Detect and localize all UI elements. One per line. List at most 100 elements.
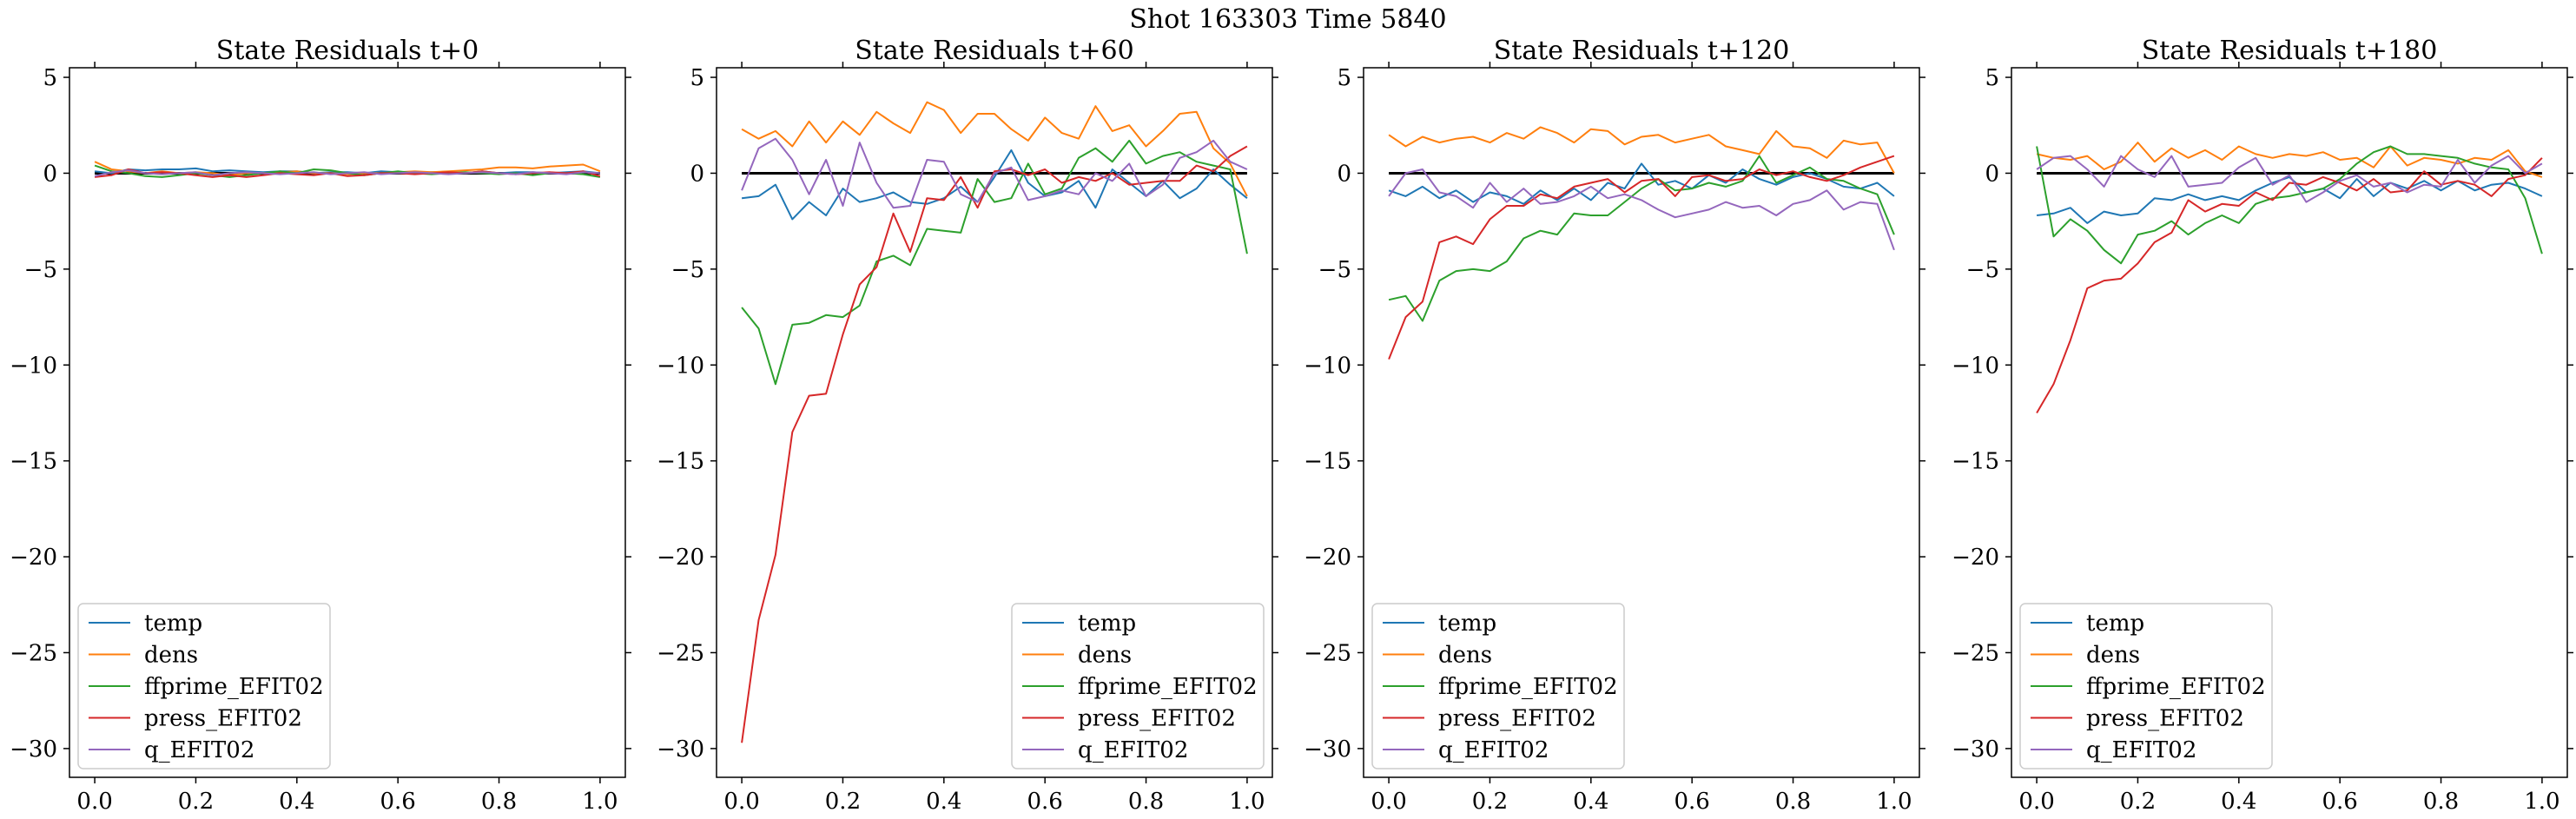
axes-frame [2011,67,2568,778]
x-tick-label: 1.0 [1876,789,1912,815]
legend: temp dens ffprime_EFIT02 press_EFIT02 q_EFIT… [1011,603,1265,769]
legend-label-press_EFIT02: press_EFIT02 [144,706,302,732]
y-tick-label: −25 [657,640,704,666]
subplot-4: State Residuals t+180 0.0 0.2 0.4 0.6 0.8 1.0 5… [1952,36,2573,815]
legend-frame [77,603,331,769]
legend-label-dens: dens [2086,643,2140,669]
legend-label-ffprime_EFIT02: ffprime_EFIT02 [1078,674,1258,700]
x-tick-label: 0.4 [279,789,314,815]
legend-label-ffprime_EFIT02: ffprime_EFIT02 [144,674,324,700]
x-tick-label: 0.6 [1027,789,1063,815]
y-tick-label: −15 [10,449,57,475]
y-tick-label: 5 [1337,65,1351,91]
legend-label-temp: temp [2086,611,2144,637]
series-line-temp [741,149,1248,221]
series-line-press_EFIT02 [2036,157,2543,414]
legend-label-q_EFIT02: q_EFIT02 [144,737,254,763]
x-tick-label: 0.8 [481,789,517,815]
legend-label-q_EFIT02: q_EFIT02 [1438,737,1549,763]
y-tick-label: −25 [10,640,57,666]
y-tick-label: −15 [1304,449,1351,475]
x-tick-label: 0.8 [2423,789,2459,815]
y-tick-label: 0 [43,161,57,187]
y-tick-label: 0 [1337,161,1351,187]
y-tick-label: −20 [657,545,704,571]
x-tick-label: 0.4 [1573,789,1608,815]
y-tick-label: −15 [1952,449,1999,475]
y-tick-label: −10 [1952,353,1999,379]
x-tick-label: 0.8 [1775,789,1811,815]
legend-label-ffprime_EFIT02: ffprime_EFIT02 [1438,674,1618,700]
axes-frame [716,67,1273,778]
y-tick-label: −10 [1304,353,1351,379]
y-tick-label: −30 [1952,736,1999,763]
legend-label-dens: dens [144,643,198,669]
y-tick-label: −5 [671,257,704,283]
y-tick-label: −5 [1318,257,1351,283]
legend-label-q_EFIT02: q_EFIT02 [1078,737,1188,763]
axes-frame [69,67,626,778]
y-tick-label: −20 [1304,545,1351,571]
y-tick-label: −15 [657,449,704,475]
series-line-dens [741,101,1248,197]
x-tick-label: 0.0 [2018,789,2054,815]
y-tick-label: −20 [1952,545,1999,571]
x-tick-label: 0.4 [2221,789,2256,815]
y-tick-label: −30 [10,736,57,763]
y-tick-label: 0 [1985,161,1999,187]
x-tick-label: 0.6 [1674,789,1710,815]
legend-frame [1011,603,1265,769]
y-tick-label: −25 [1952,640,1999,666]
y-tick-label: −10 [657,353,704,379]
y-tick-label: −5 [1966,257,1999,283]
x-tick-label: 0.4 [926,789,961,815]
x-tick-label: 0.2 [1472,789,1508,815]
subplot-title: State Residuals t+120 [1494,36,1790,66]
legend-label-temp: temp [1438,611,1496,637]
subplots: State Residuals t+0 0.0 0.2 0.4 0.6 0.8 1.0 5 0 −… [10,36,2573,815]
figure-suptitle: Shot 163303 Time 5840 [1129,4,1446,35]
x-tick-label: 0.2 [2120,789,2156,815]
legend: temp dens ffprime_EFIT02 press_EFIT02 q_EFIT… [2019,603,2273,769]
y-tick-label: 5 [690,65,704,91]
legend: temp dens ffprime_EFIT02 press_EFIT02 q_EFIT… [77,603,331,769]
x-tick-label: 0.0 [723,789,759,815]
subplot-title: State Residuals t+180 [2142,36,2438,66]
y-tick-label: −30 [1304,736,1351,763]
legend-label-dens: dens [1438,643,1492,669]
series-line-dens [1388,126,1895,174]
series-line-press_EFIT02 [1388,155,1895,360]
legend-label-temp: temp [144,611,202,637]
series-line-dens [2036,142,2543,178]
series-line-q_EFIT02 [2036,155,2543,203]
subplot-title: State Residuals t+0 [216,36,479,66]
series-line-ffprime_EFIT02 [741,139,1248,386]
legend-label-dens: dens [1078,643,1132,669]
legend-label-q_EFIT02: q_EFIT02 [2086,737,2196,763]
y-tick-label: −25 [1304,640,1351,666]
y-tick-label: −10 [10,353,57,379]
y-tick-label: −5 [24,257,57,283]
subplot-2: State Residuals t+60 0.0 0.2 0.4 0.6 0.8 1.0 5 0… [657,36,1278,815]
y-tick-label: 5 [1985,65,1999,91]
subplot-3: State Residuals t+120 0.0 0.2 0.4 0.6 0.8 1.0 5… [1304,36,1925,815]
series-line-temp [1388,162,1895,205]
legend-frame [2019,603,2273,769]
y-tick-label: 0 [690,161,704,187]
x-tick-label: 1.0 [1229,789,1265,815]
series-line-press_EFIT02 [741,145,1248,743]
legend-label-press_EFIT02: press_EFIT02 [1078,706,1236,732]
series-line-ffprime_EFIT02 [1388,155,1895,322]
x-tick-label: 0.2 [825,789,861,815]
legend-frame [1371,603,1625,769]
x-tick-label: 1.0 [582,789,618,815]
legend-label-press_EFIT02: press_EFIT02 [1438,706,1596,732]
x-tick-label: 0.0 [1371,789,1406,815]
legend-label-temp: temp [1078,611,1136,637]
series-line-temp [94,167,601,175]
series-line-q_EFIT02 [1388,168,1895,251]
y-tick-label: 5 [43,65,57,91]
x-tick-label: 0.2 [178,789,214,815]
series-line-q_EFIT02 [741,137,1248,209]
